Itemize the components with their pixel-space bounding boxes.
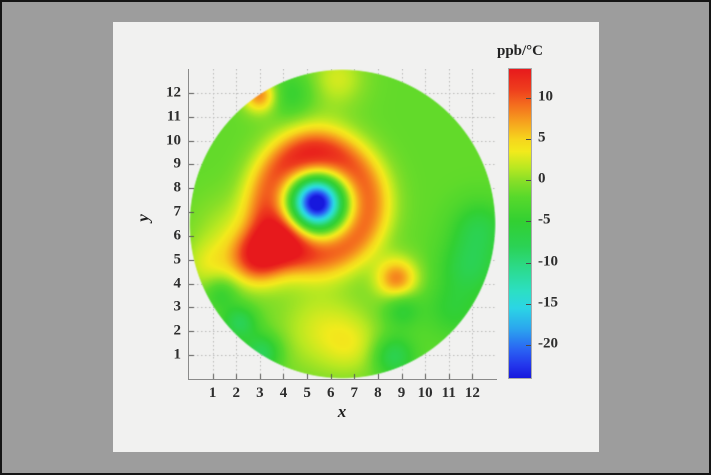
y-tick-label: 12 (166, 84, 181, 101)
colorbar-tick-label: -20 (538, 335, 558, 352)
colorbar-tick-mark (526, 139, 531, 141)
colorbar-tick-mark (526, 262, 531, 264)
colorbar-tick-label: -10 (538, 253, 558, 270)
heatmap-canvas (189, 69, 496, 379)
y-tick-label: 10 (166, 132, 181, 149)
x-tick-label: 7 (350, 385, 359, 401)
y-tick-label: 6 (173, 227, 182, 244)
x-tick-label: 3 (256, 385, 264, 401)
y-tick-label: 5 (173, 251, 182, 268)
colorbar-tick-label: 0 (538, 170, 546, 187)
x-tick-label: 11 (441, 385, 456, 401)
y-tick-label: 1 (173, 346, 182, 363)
colorbar (508, 68, 532, 379)
x-tick-label: 9 (397, 385, 406, 401)
colorbar-title: ppb/°C (496, 43, 544, 59)
y-tick-label: 8 (173, 179, 182, 196)
colorbar-tick-label: 5 (538, 129, 546, 146)
colorbar-tick-label: -5 (538, 211, 551, 228)
colorbar-tick-mark (526, 345, 531, 347)
x-tick-label: 8 (374, 385, 382, 401)
x-tick-label: 2 (232, 385, 240, 401)
x-tick-label: 1 (208, 385, 217, 401)
y-axis-line (188, 69, 189, 380)
colorbar-tick-label: -15 (538, 294, 558, 311)
x-tick-label: 12 (464, 385, 480, 401)
x-tick-label: 4 (279, 385, 288, 401)
x-axis-line (188, 379, 497, 380)
y-tick-label: 2 (173, 322, 182, 339)
colorbar-tick-mark (526, 180, 531, 182)
y-tick-label: 4 (173, 275, 182, 292)
colorbar-tick-label: 10 (538, 88, 553, 105)
figure-panel: 1 2 3 4 5 6 7 8 9 10 11 12 1 2 3 4 5 6 7 8 9 10 11 12 x y 10 5 0… (113, 22, 599, 452)
y-axis-title: y (133, 214, 153, 222)
colorbar-tick-mark (526, 303, 531, 305)
y-tick-label: 9 (173, 155, 182, 172)
x-axis-title: x (337, 402, 347, 421)
x-tick-label: 10 (417, 385, 433, 401)
y-tick-label: 11 (166, 108, 181, 125)
x-tick-label: 6 (326, 385, 335, 401)
colorbar-tick-mark (526, 221, 531, 223)
colorbar-tick-mark (526, 97, 531, 99)
x-tick-label: 5 (303, 385, 311, 401)
y-tick-label: 7 (173, 203, 182, 220)
y-tick-label: 3 (173, 298, 182, 315)
